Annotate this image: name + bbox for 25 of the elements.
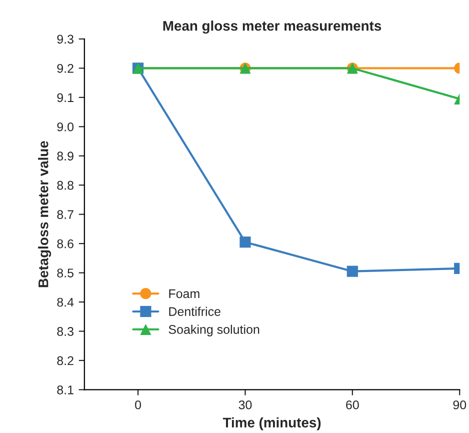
chart-title: Mean gloss meter measurements [163,20,382,34]
x-tick-label: 90 [453,400,466,410]
y-axis-title: Betagloss meter value [38,141,52,288]
x-tick-label: 0 [135,400,142,410]
x-tick-label: 60 [346,400,359,410]
legend-label: Foam [169,289,200,298]
x-tick-label: 30 [238,400,252,410]
y-tick-label: 8.9 [57,152,74,161]
legend-label: Dentifrice [169,306,220,316]
point [240,236,251,248]
y-tick-label: 9.0 [57,122,74,132]
x-axis-title: Time (minutes) [222,417,321,430]
y-tick-label: 8.6 [57,239,74,248]
y-tick-label: 8.8 [57,180,74,190]
y-tick-label: 9.2 [57,64,74,73]
y-tick-label: 8.3 [57,327,74,336]
y-tick-label: 8.2 [57,356,74,366]
point [346,266,358,277]
y-tick-label: 8.1 [57,386,74,394]
y-tick-label: 9.3 [57,34,74,44]
y-tick-label: 8.4 [57,298,74,307]
y-tick-label: 9.1 [57,93,74,102]
legend-label: Soaking solution [168,324,260,336]
y-tick-label: 8.7 [57,210,74,219]
y-tick-label: 8.5 [57,268,74,278]
